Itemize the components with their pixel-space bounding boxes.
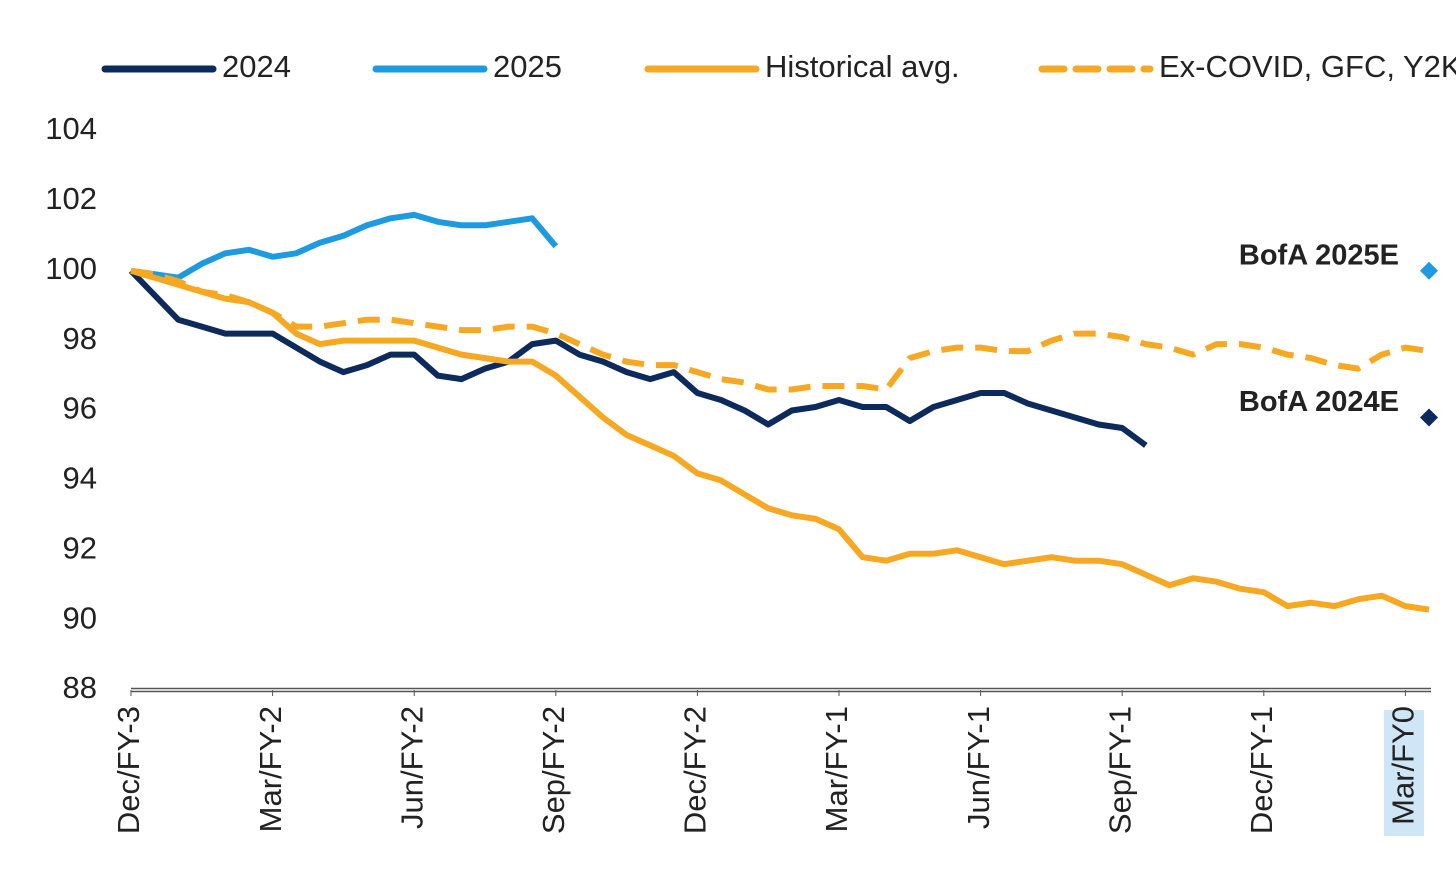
x-tick-label: Mar/FY-1 [819, 706, 854, 832]
y-tick-label: 94 [63, 461, 97, 496]
y-tick-label: 90 [63, 600, 97, 635]
x-tick-label: Jun/FY-2 [394, 706, 429, 829]
x-tick-label: Dec/FY-2 [678, 706, 713, 834]
series-line [130, 211, 559, 281]
y-tick-label: 100 [45, 251, 97, 286]
y-tick-label: 104 [45, 111, 97, 146]
legend-label: Ex-COVID, GFC, Y2K [1159, 49, 1456, 84]
x-tick-label: Dec/FY-1 [1244, 706, 1279, 834]
x-tick-label: Dec/FY-3 [111, 706, 146, 834]
series-line [130, 267, 1430, 393]
y-tick-label: 102 [45, 181, 97, 216]
annotation-label: BofA 2025E [1239, 239, 1399, 271]
legend-label: Historical avg. [765, 49, 960, 84]
x-tick-label: Mar/FY-2 [253, 706, 288, 832]
y-tick-label: 88 [63, 670, 97, 705]
legend-label: 2025 [493, 49, 562, 84]
legend-label: 2024 [222, 49, 291, 84]
annotation-label: BofA 2024E [1239, 386, 1399, 418]
y-tick-label: 98 [63, 321, 97, 356]
y-tick-label: 96 [63, 391, 97, 426]
annotation-marker [1420, 408, 1438, 427]
y-tick-label: 92 [63, 530, 97, 565]
annotation-marker [1420, 261, 1438, 280]
series-line [128, 268, 1148, 448]
x-tick-label: Mar/FY0 [1386, 706, 1421, 825]
x-tick-label: Sep/FY-2 [536, 706, 571, 834]
x-tick-label: Sep/FY-1 [1102, 706, 1137, 834]
x-tick-label: Jun/FY-1 [961, 706, 996, 829]
series-line [130, 267, 1430, 613]
tick-highlight [1384, 710, 1424, 836]
